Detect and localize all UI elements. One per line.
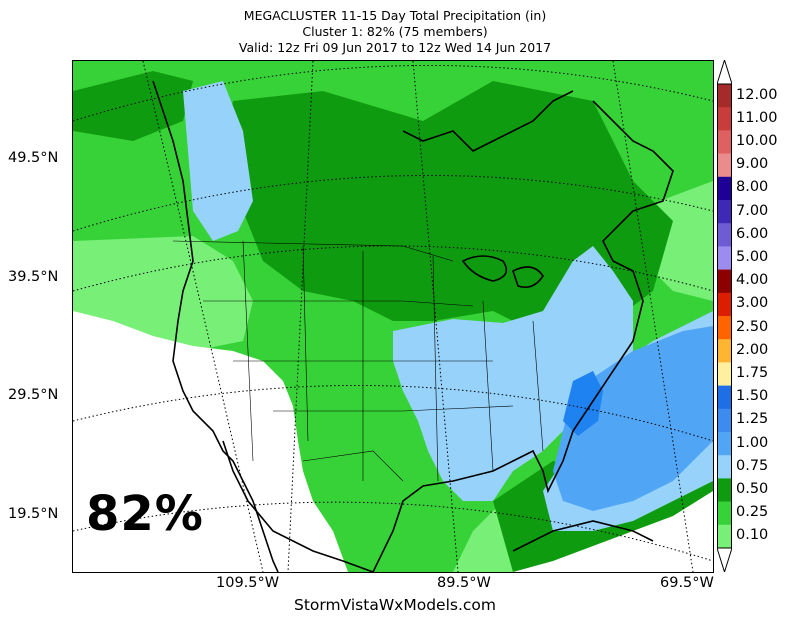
colorbar-label: 2.00 [736, 341, 769, 358]
colorbar-cell [717, 478, 732, 502]
colorbar-cell [717, 292, 732, 317]
colorbar-label: 9.00 [736, 156, 769, 173]
no-precip-zone-atlantic [513, 491, 713, 572]
colorbar-cell [717, 246, 732, 270]
colorbar-label: 1.50 [736, 388, 769, 405]
map-canvas [73, 61, 713, 572]
colorbar-cell [717, 501, 732, 526]
colorbar-label: 0.10 [736, 527, 769, 544]
colorbar-cell [717, 200, 732, 224]
colorbar-label: 0.25 [736, 504, 769, 521]
colorbar-label: 11.00 [736, 109, 778, 126]
colorbar-cell [717, 130, 732, 154]
colorbar-label: 1.75 [736, 365, 769, 381]
colorbar-label: 6.00 [736, 225, 769, 242]
precip-zone-deep-blue [563, 371, 603, 436]
colorbar-label: 1.00 [736, 434, 769, 451]
colorbar-cell [717, 385, 732, 410]
lon-label-69-5: 69.5°W [660, 575, 714, 591]
colorbar-label: 8.00 [736, 179, 769, 196]
cluster-percent-label: 82% [86, 486, 204, 542]
colorbar-cell [717, 455, 732, 479]
colorbar-label: 12.00 [736, 86, 778, 103]
colorbar-cell [717, 176, 732, 201]
political-borders [172, 240, 544, 482]
map-subtitle: Cluster 1: 82% (75 members) [302, 24, 488, 39]
lat-label-29-5: 29.5°N [8, 387, 59, 403]
lat-label-19-5: 19.5°N [8, 506, 59, 522]
precip-zone-light-green-west [73, 236, 253, 351]
lon-label-109-5: 109.5°W [216, 575, 280, 591]
colorbar-cell [717, 524, 732, 549]
colorbar-cell [717, 432, 732, 456]
map-valid-range: Valid: 12z Fri 09 Jun 2017 to 12z Wed 14… [238, 40, 552, 55]
site-credit: StormVistaWxModels.com [294, 596, 496, 614]
precip-zone-dark-green-north [73, 71, 193, 141]
colorbar-cell [717, 107, 732, 131]
colorbar-label: 10.00 [736, 133, 778, 149]
lat-label-39-5: 39.5°N [8, 269, 59, 285]
colorbar-cell [717, 269, 732, 294]
map-title: MEGACLUSTER 11-15 Day Total Precipitatio… [243, 8, 547, 23]
precip-zone-dark-green [223, 81, 673, 331]
colorbar-cell [717, 223, 732, 247]
no-precip-zone-southwest [73, 311, 348, 572]
colorbar-label: 1.25 [736, 411, 769, 428]
precipitation-map [72, 60, 714, 573]
colorbar-label: 5.00 [736, 249, 769, 265]
colorbar-cell [717, 408, 732, 433]
colorbar-cell [717, 153, 732, 178]
colorbar-label: 0.50 [736, 481, 769, 497]
colorbar [717, 60, 732, 572]
colorbar-label: 4.00 [736, 272, 769, 289]
precip-zone-mid-blue [553, 326, 713, 511]
colorbar-label: 0.75 [736, 457, 769, 474]
colorbar-cell [717, 84, 732, 108]
colorbar-label: 2.50 [736, 318, 769, 335]
precip-zone-light-blue-north [183, 81, 253, 241]
colorbar-cell [717, 316, 732, 340]
lat-label-49-5: 49.5°N [8, 150, 59, 166]
colorbar-label: 3.00 [736, 295, 769, 312]
colorbar-label: 7.00 [736, 202, 769, 219]
precip-zone-light-blue [393, 246, 633, 501]
colorbar-extend-bottom [717, 547, 732, 572]
colorbar-cell [717, 339, 732, 363]
colorbar-cell [717, 362, 732, 386]
lon-label-89-5: 89.5°W [437, 575, 491, 591]
coastlines [152, 80, 674, 572]
colorbar-extend-top [717, 60, 732, 85]
